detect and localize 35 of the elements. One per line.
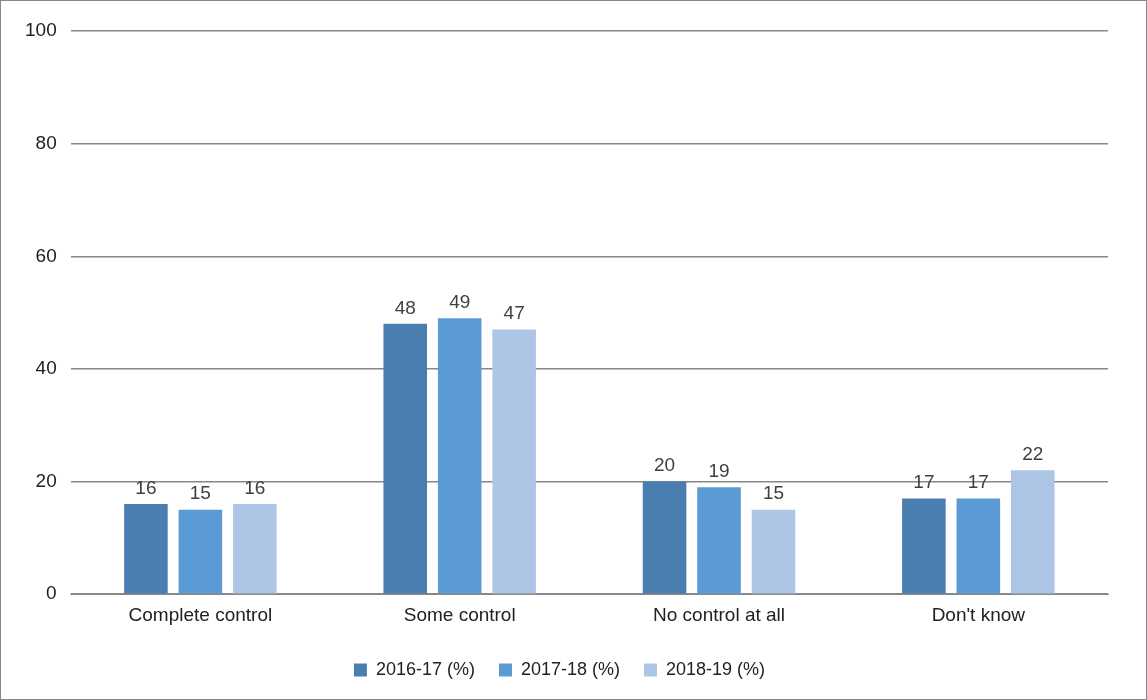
bar [437,318,482,594]
legend-label: 2017-18 (%) [520,658,621,679]
bar [642,481,687,594]
legend-label: 2018-19 (%) [666,658,766,679]
data-label: 20 [653,454,676,476]
y-tick-label: 60 [35,244,57,266]
y-tick-label: 100 [25,19,57,41]
x-tick-label: Complete control [128,603,273,625]
bar [492,329,536,594]
bar [1011,470,1055,594]
x-tick-label: No control at all [653,603,786,625]
bar [124,504,168,594]
x-tick-label: Don't know [931,603,1026,625]
y-tick-label: 20 [35,469,57,491]
data-label: 49 [449,290,471,312]
data-label: 48 [394,296,416,318]
data-label: 19 [708,459,730,481]
data-label: 22 [1022,443,1044,465]
bar [178,509,223,594]
y-tick-label: 0 [46,582,57,604]
data-label: 15 [762,482,785,504]
data-label: 47 [503,302,525,324]
y-tick-label: 80 [35,131,57,153]
data-label: 16 [244,476,266,498]
bar [233,504,277,594]
data-label: 15 [189,482,211,504]
legend-label: 2016-17 (%) [375,658,475,679]
bar [751,509,796,594]
bar [902,498,946,594]
bar [697,487,741,594]
bar [956,498,1001,594]
data-label: 16 [135,476,157,498]
bar [383,323,428,594]
y-tick-label: 40 [35,357,57,379]
x-tick-label: Some control [403,603,516,625]
